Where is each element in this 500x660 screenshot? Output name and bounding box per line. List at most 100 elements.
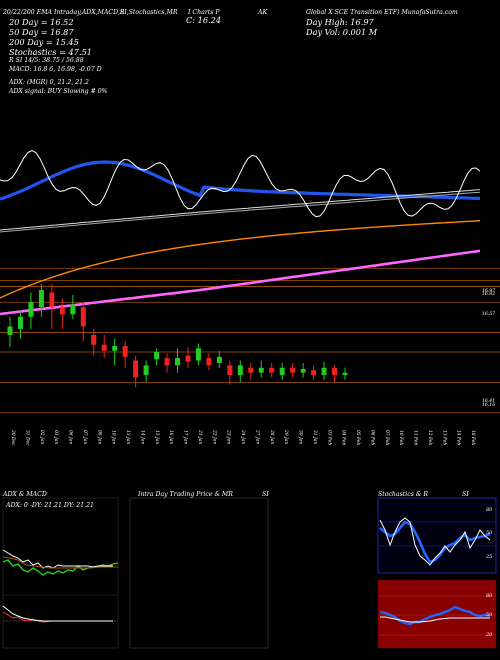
stat-ema50: 50 Day = 16.87 [9,27,74,37]
stoch-tick-top-2: 25 [486,554,493,560]
day-high: Day High: 16.97 [306,17,374,27]
candle-body [175,358,180,366]
x-axis-label: 24 Jan [240,429,245,444]
x-axis-label: 07 Feb [384,430,389,445]
intraday-panel-title: Intra Day Trading Price & MR [138,491,233,498]
x-axis-label: 17 Jan [183,430,188,444]
stoch-panel-title: Stochastics & R [378,491,428,498]
x-axis-label: 16 Jan [168,430,173,444]
x-axis-label: 22 Jan [211,429,216,444]
header-line-1d: AK [258,9,268,16]
header-line-1: 20/22/200 EMA Intraday,ADX,MACD,R [3,9,125,16]
candle-body [70,304,76,315]
candle-body [248,367,254,373]
price-axis-label: 16.82 [482,291,495,297]
price-axis-label: 16.97 [482,288,495,294]
price-axis-label: 16.57 [482,311,495,317]
rsi-white-line [380,616,490,623]
x-axis-label: 12 Feb [427,430,432,445]
header-line-1e: Global X SCE Transition ETF) MunafaSutra… [306,9,458,16]
candle-body [311,370,317,376]
x-axis-label: 13 Jan [125,430,130,444]
x-axis-label: 13 Feb [441,430,446,445]
candle-body [237,365,243,376]
candle-body [154,352,160,360]
x-axis-label: 29 Jan [283,429,288,444]
x-axis-label: 14 Jan [139,430,144,444]
stat-adx-signal: ADX signal: BUY Slowing # 0% [9,88,108,95]
x-axis-label: 27 Jan [254,429,259,444]
x-axis-label: 11 Feb [413,430,418,445]
candle-body [59,307,65,315]
rsi-tick-0: 80 [486,593,493,599]
candle-body [290,367,296,373]
x-axis-label: 30 Dec [10,430,15,446]
candle-body [91,335,97,345]
x-axis-label: 06 Feb [369,430,374,445]
x-axis-label: 31 Dec [24,430,29,446]
x-axis-label: 02 Jan [39,430,44,444]
price-level-lines [0,267,500,414]
ema-200-line [0,220,481,299]
candle-body [216,356,222,363]
candle-body [300,369,306,373]
x-axis-label: 18 Feb [470,430,475,445]
candle-body [206,358,212,366]
x-axis-label: 04 Feb [341,430,346,445]
x-axis-label: 14 Feb [456,430,461,445]
candle-body [17,316,23,329]
adx-white-line [2,549,113,569]
x-axis-label: 10 Feb [398,430,403,445]
stat-rsi: R SI 14/5: 38.75 / 56.88 [9,57,84,64]
candle-body [227,365,233,376]
ema-50-line-a [0,189,481,231]
candle-body [122,345,128,357]
candle-body [342,372,348,376]
intraday-panel-title-right: SI [262,491,269,498]
candle-body [7,326,13,335]
ema-20-line [0,160,481,201]
stoch-blue-line [379,520,491,564]
ema-50-line-b [0,191,481,233]
candle-body [133,360,139,378]
x-axis-label: 06 Jan [68,430,73,444]
x-axis-label: 10 Jan [111,430,116,444]
candle-body [143,365,149,376]
x-axis-label: 15 Jan [154,430,159,444]
adx-macd-panel [2,497,119,649]
candle-body [80,307,86,327]
price-axis-label: 16.41 [482,398,495,404]
x-axis-labels: 30 Dec 31 Dec 02 Jan 03 Jan 06 Jan 07 Jan 08 J… [10,429,475,446]
x-axis-label: 23 Jan [226,429,231,444]
candle-body [321,367,327,376]
stat-macd: MACD: 16.8 6, 16.98, -0.07 D [9,66,102,73]
candle-body [28,302,34,317]
candle-body [38,290,44,308]
moving-average-lines [0,149,481,316]
stoch-tick-top-0: 80 [486,507,493,513]
rsi-tick-2: 20 [486,632,493,638]
price-line [0,149,481,218]
intraday-panel [129,497,269,649]
x-axis-label: 05 Feb [355,430,360,445]
day-volume: Day Vol: 0.001 M [306,27,378,37]
stat-adx: ADX: (MGR) 0, 21.2, 21.2 [9,79,89,86]
adx-panel-title: ADX & MACD [3,491,47,498]
header-line-1c: I Charts P [188,9,220,16]
candle-body [164,358,170,366]
x-axis-label: 03 Feb [326,430,331,445]
stat-ema200: 200 Day = 15.45 [9,37,79,47]
candle-body [279,367,285,376]
candles [7,284,348,388]
x-axis-label: 31 Jan [312,430,317,444]
x-axis-label: 30 Jan [298,430,303,444]
candle-body [332,367,338,376]
header-line-1b: SI,Stochastics,MR [120,9,178,16]
candle-body [112,345,118,351]
x-axis-label: 28 Jan [269,429,274,444]
candle-body [185,355,191,362]
adx-orange-line [2,556,118,569]
rsi-tick-1: 50 [486,612,493,618]
ema-magenta-line [0,249,481,316]
